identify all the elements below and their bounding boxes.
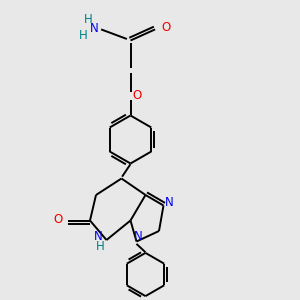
Text: H: H [79, 28, 88, 42]
Text: N: N [165, 196, 174, 209]
Text: O: O [53, 213, 62, 226]
Text: N: N [90, 22, 99, 35]
Text: H: H [96, 240, 105, 253]
Text: O: O [161, 21, 170, 34]
Text: O: O [133, 89, 142, 102]
Text: N: N [134, 230, 142, 243]
Text: H: H [83, 13, 92, 26]
Text: N: N [94, 230, 103, 243]
